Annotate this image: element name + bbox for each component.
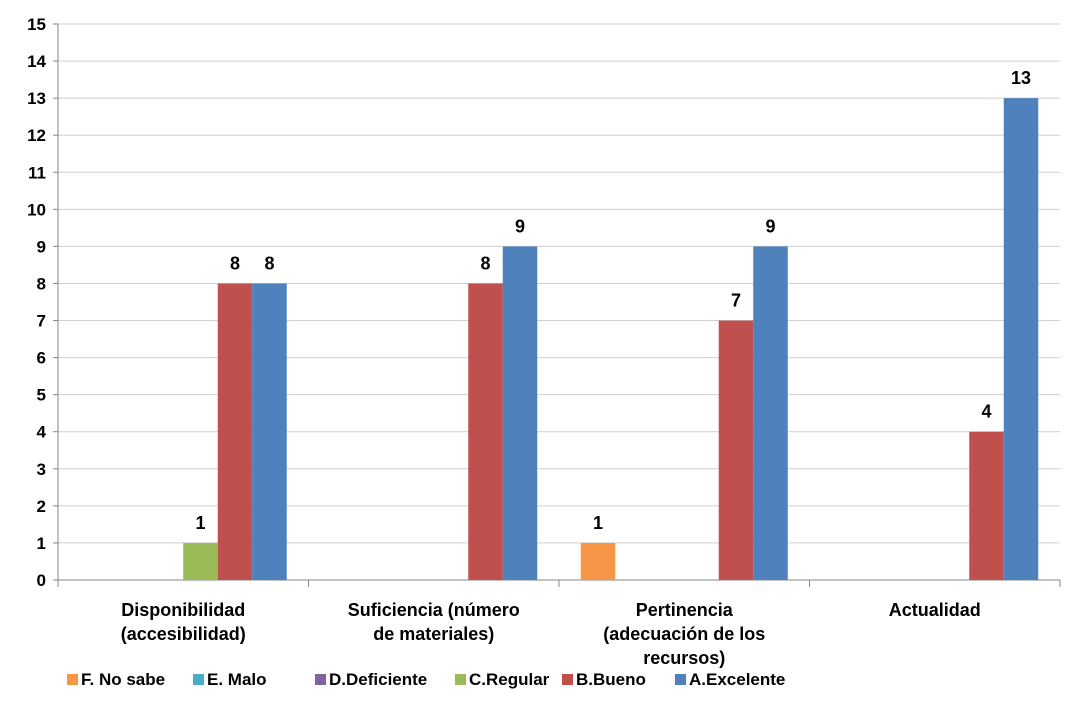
- y-tick-label: 1: [37, 534, 46, 553]
- y-tick-label: 6: [37, 349, 46, 368]
- legend: F. No sabe E. Malo D.Deficiente C.Regular B.…: [67, 670, 785, 689]
- y-tick-label: 10: [27, 200, 46, 219]
- legend-swatch: [315, 674, 326, 685]
- bar: [1003, 98, 1039, 580]
- data-label: 7: [731, 291, 741, 311]
- bar: [252, 283, 287, 580]
- y-tick-label: 0: [37, 571, 46, 590]
- category-labels: Disponibilidad (accesibilidad) Suficiencia…: [121, 600, 981, 668]
- y-tick-label: 14: [27, 52, 46, 71]
- y-tick-label: 13: [27, 89, 46, 108]
- x-category-label: Suficiencia (número: [348, 600, 520, 620]
- y-tick-label: 4: [37, 423, 47, 442]
- x-category-label: de materiales): [373, 624, 494, 644]
- y-tick-label: 8: [37, 274, 46, 293]
- legend-label: F. No sabe: [81, 670, 165, 689]
- x-category-label: recursos): [643, 648, 725, 668]
- legend-swatch: [455, 674, 466, 685]
- y-tick-label: 9: [37, 237, 46, 256]
- bar: [580, 542, 616, 580]
- x-category-label: Disponibilidad: [121, 600, 245, 620]
- y-tick-label: 12: [27, 126, 46, 145]
- bar: [183, 542, 218, 580]
- legend-label: B.Bueno: [576, 670, 646, 689]
- x-category-label: (adecuación de los: [603, 624, 765, 644]
- data-label: 9: [765, 216, 775, 236]
- bar: [217, 283, 253, 580]
- data-label: 1: [195, 513, 205, 533]
- data-label: 4: [981, 402, 991, 422]
- legend-swatch: [562, 674, 573, 685]
- bar: [969, 431, 1004, 580]
- data-label: 13: [1011, 68, 1031, 88]
- data-label: 1: [593, 513, 603, 533]
- y-tick-label: 11: [28, 163, 46, 182]
- data-labels: 1 8 8 8 9 1 7 9 4 13: [195, 68, 1031, 533]
- y-tick-label: 3: [37, 460, 46, 479]
- legend-swatch: [67, 674, 78, 685]
- data-label: 9: [515, 216, 525, 236]
- legend-swatch: [193, 674, 204, 685]
- bars: [183, 98, 1039, 580]
- data-label: 8: [230, 253, 240, 273]
- y-tick-label: 5: [37, 386, 46, 405]
- bar: [502, 246, 538, 580]
- x-category-label: (accesibilidad): [121, 624, 246, 644]
- legend-label: E. Malo: [207, 670, 267, 689]
- legend-label: A.Excelente: [689, 670, 785, 689]
- bar: [468, 283, 503, 580]
- y-tick-label: 7: [37, 312, 46, 331]
- data-label: 8: [264, 253, 274, 273]
- x-category-label: Actualidad: [889, 600, 981, 620]
- gridlines: [58, 23, 1060, 544]
- legend-label: C.Regular: [469, 670, 550, 689]
- bar: [718, 320, 754, 580]
- y-tick-label: 15: [27, 15, 46, 34]
- y-tick-label: 2: [37, 497, 46, 516]
- bar: [753, 246, 788, 580]
- legend-label: D.Deficiente: [329, 670, 427, 689]
- legend-swatch: [675, 674, 686, 685]
- x-category-label: Pertinencia: [636, 600, 734, 620]
- data-label: 8: [480, 253, 490, 273]
